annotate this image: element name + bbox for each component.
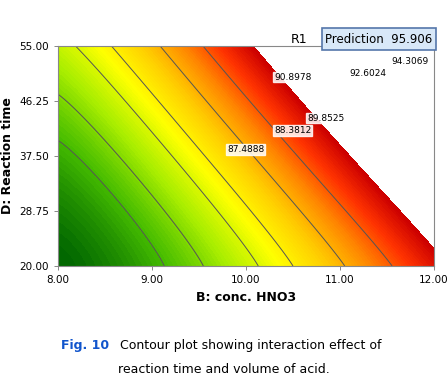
Text: 87.4888: 87.4888 xyxy=(227,145,265,154)
Text: R1: R1 xyxy=(291,33,308,46)
Text: 89.8525: 89.8525 xyxy=(307,114,344,122)
Text: 88.3812: 88.3812 xyxy=(274,126,312,135)
Text: 90.8978: 90.8978 xyxy=(274,73,312,82)
X-axis label: B: conc. HNO3: B: conc. HNO3 xyxy=(196,291,296,304)
Text: 92.6024: 92.6024 xyxy=(350,70,386,78)
Text: Prediction  95.906: Prediction 95.906 xyxy=(325,33,432,46)
Text: Contour plot showing interaction effect of: Contour plot showing interaction effect … xyxy=(116,339,382,352)
FancyBboxPatch shape xyxy=(322,28,436,50)
Text: 94.3069: 94.3069 xyxy=(392,57,429,66)
Y-axis label: D: Reaction time: D: Reaction time xyxy=(0,97,14,214)
Text: reaction time and volume of acid.: reaction time and volume of acid. xyxy=(118,363,329,377)
Text: Fig. 10: Fig. 10 xyxy=(61,339,110,352)
